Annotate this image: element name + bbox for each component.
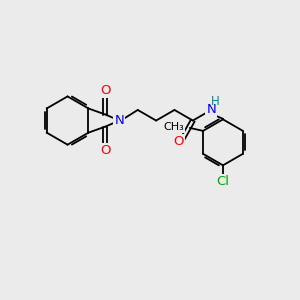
Text: O: O [100,144,111,157]
Text: CH₃: CH₃ [164,122,184,132]
Text: O: O [174,135,184,148]
Text: N: N [115,114,124,127]
Text: O: O [100,84,111,97]
Text: Cl: Cl [217,175,230,188]
Text: N: N [206,103,216,116]
Text: H: H [211,95,219,108]
